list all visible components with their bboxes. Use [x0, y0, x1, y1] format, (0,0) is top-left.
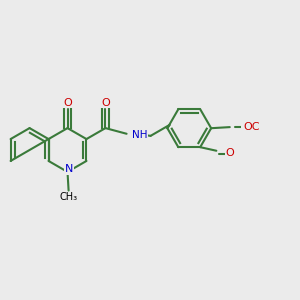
Text: OC: OC: [243, 122, 260, 132]
Text: NH: NH: [132, 130, 148, 140]
Text: N: N: [65, 164, 73, 175]
Text: O: O: [225, 148, 234, 158]
Text: O: O: [63, 98, 72, 108]
Text: CH₃: CH₃: [59, 192, 78, 202]
Text: O: O: [102, 98, 110, 108]
Text: O: O: [242, 122, 250, 131]
